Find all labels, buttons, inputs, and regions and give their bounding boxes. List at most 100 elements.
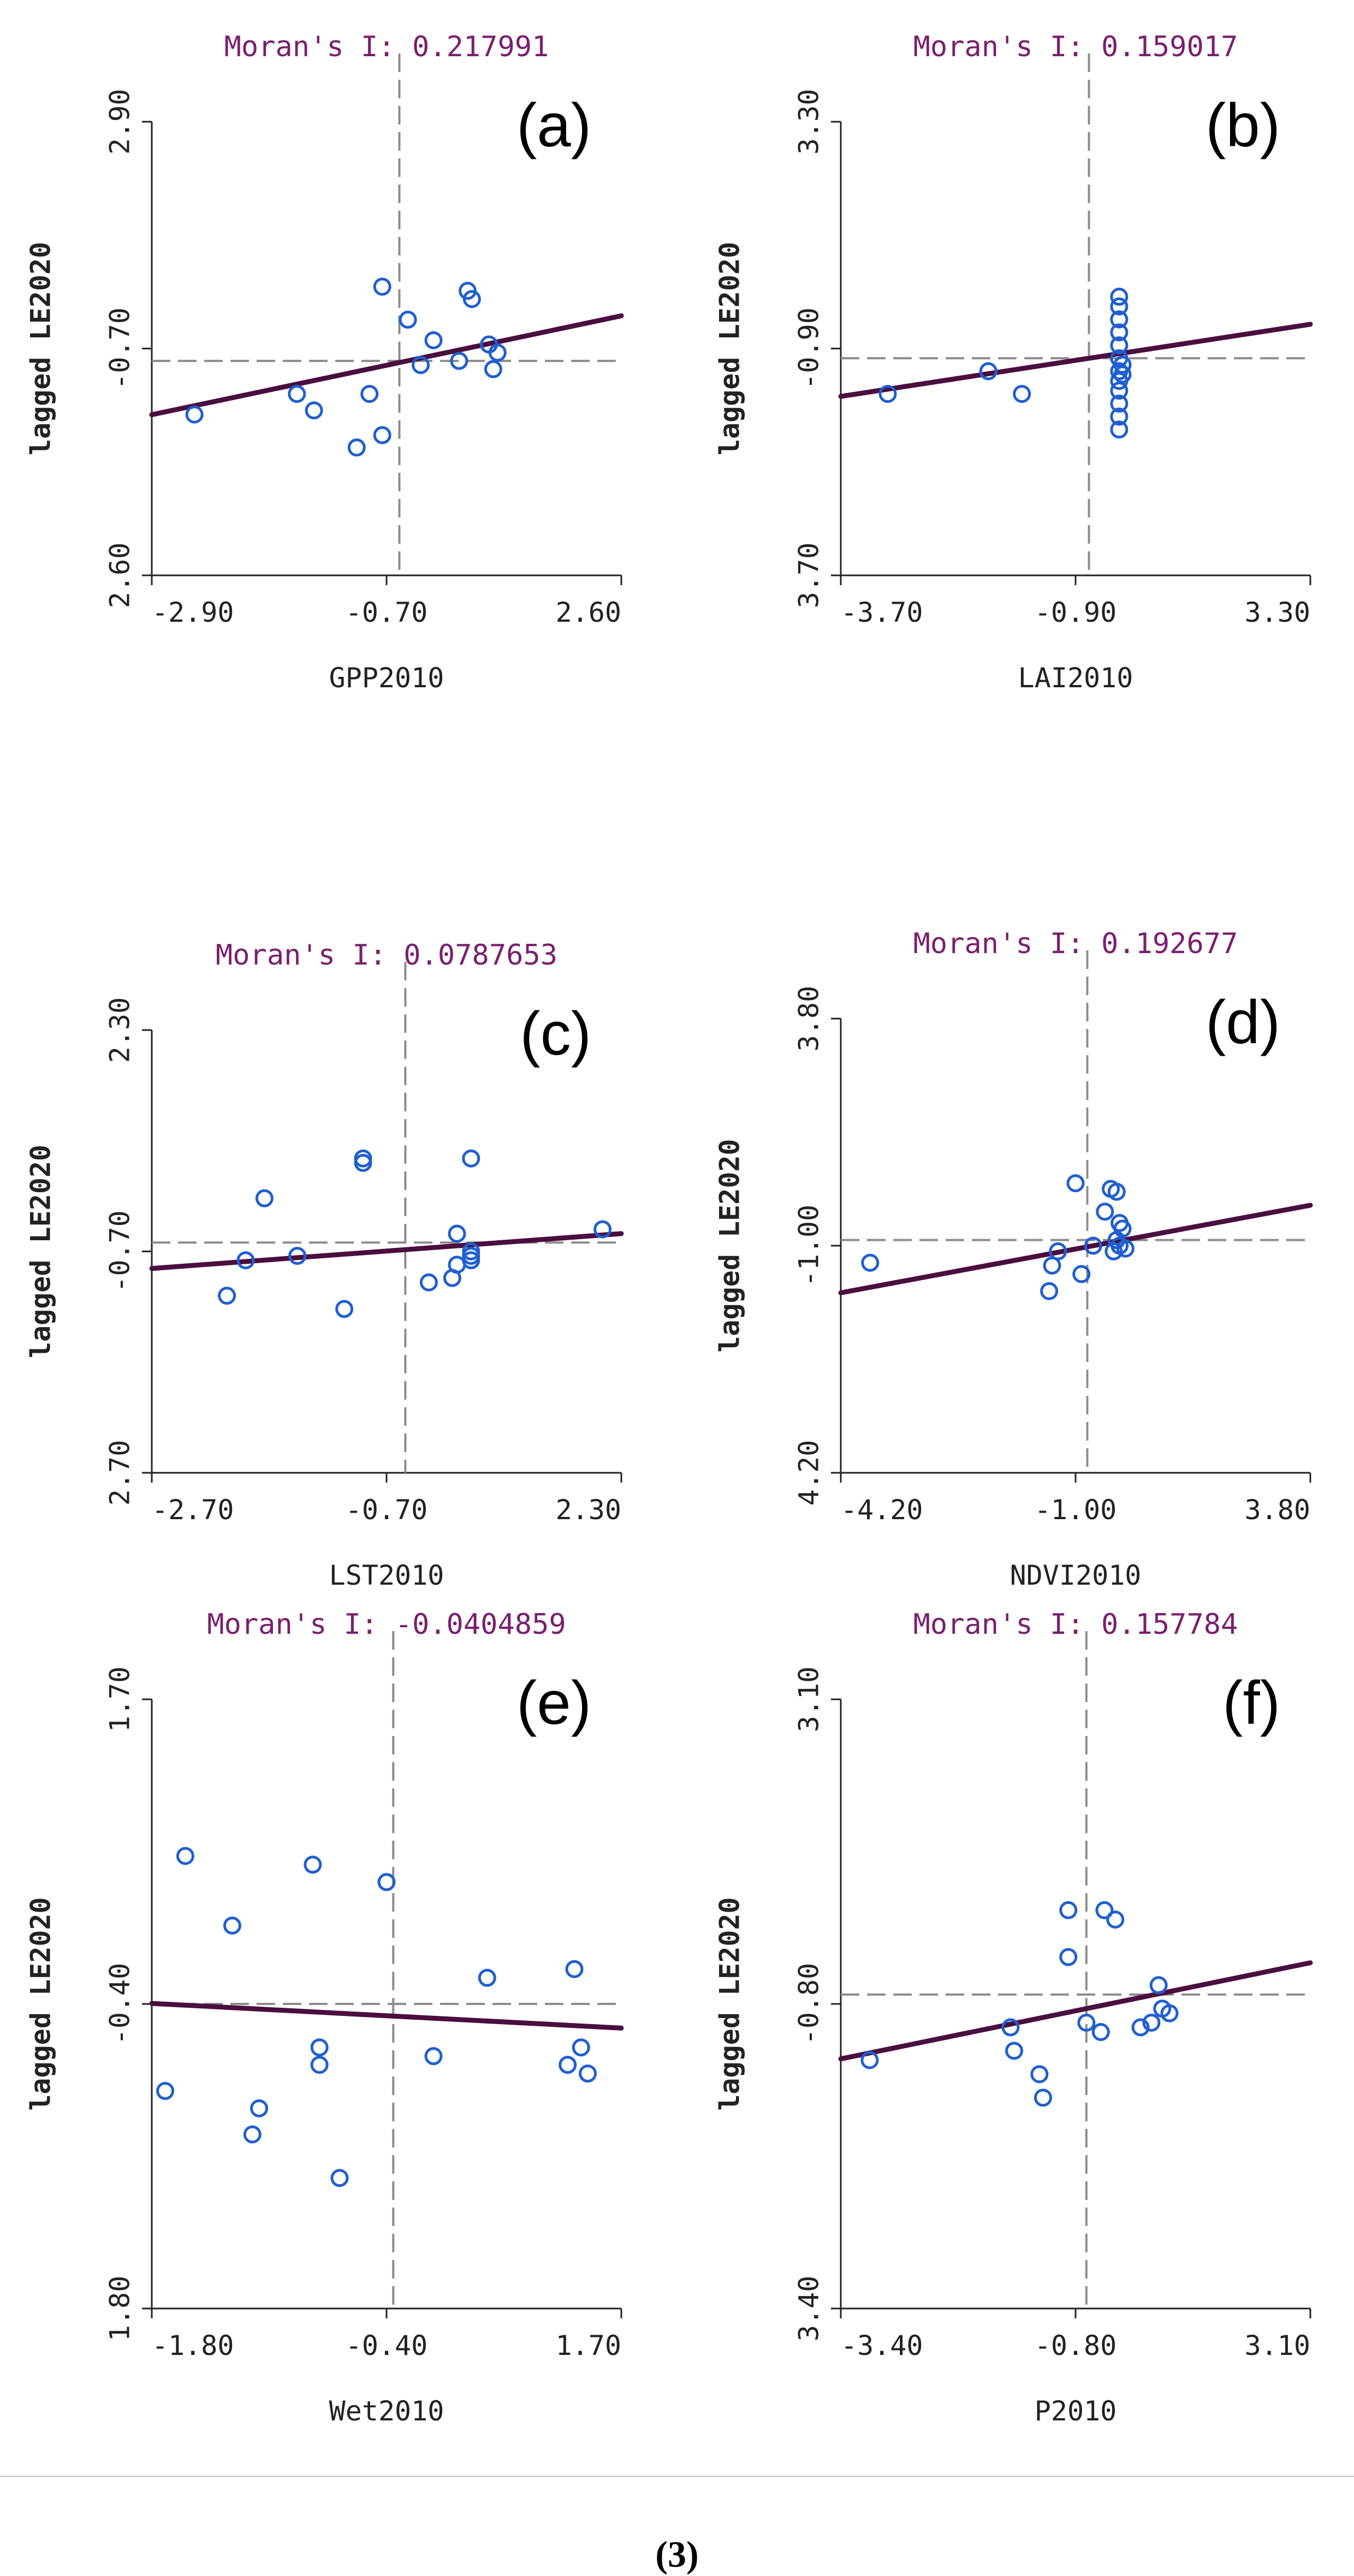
data-point [1040,1282,1059,1300]
x-tick-label: -2.70 [152,1494,234,1526]
y-tick-label: 3.70 [793,543,825,608]
y-tick-label: 4.20 [793,1440,825,1506]
x-axis-title: LAI2010 [1018,662,1133,694]
data-point [1059,1901,1078,1919]
regression-line [149,2001,624,2031]
data-point [1110,297,1129,316]
chart-panel-2: Moran's I: 0.159017 (b) 3.30 -0.90 3.70 -3.70… [714,31,1313,694]
regression-line [149,1231,624,1271]
data-point [1149,1976,1168,1995]
data-point [1030,2065,1049,2084]
data-point [1072,1265,1091,1283]
data-point [480,335,498,354]
data-point [579,2065,597,2083]
data-point [860,2051,879,2069]
chart-title: Moran's I: 0.0787653 [216,939,557,972]
data-point [1110,382,1129,400]
data-point [1110,420,1129,439]
data-point [360,385,379,403]
data-point [1116,1239,1135,1258]
data-point [1084,1236,1102,1255]
data-point [255,1189,274,1207]
data-point [861,1253,880,1272]
panel-label: (a) [516,91,591,159]
y-tick-label: -0.70 [104,307,136,390]
x-tick-label: -0.90 [1035,597,1117,628]
data-point [176,1847,194,1865]
data-point [1113,365,1132,384]
data-point [1106,1910,1125,1929]
data-point [1104,1242,1123,1260]
x-tick-label: -4.20 [841,1494,923,1526]
figure-caption: (3) [655,2533,699,2575]
y-tick-label: 2.30 [104,997,136,1063]
regression-line [838,1960,1313,2062]
data-point [223,1917,241,1935]
data-point [354,1149,372,1168]
data-point [236,1251,255,1270]
y-axis-title: lagged LE2020 [714,1897,746,2110]
data-point [1077,2013,1096,2032]
data-point [305,401,323,420]
y-axis-title: lagged LE2020 [714,242,746,455]
data-point [1110,288,1129,306]
data-point [462,1149,480,1168]
data-point [462,290,481,308]
panel-label: (e) [516,1669,591,1737]
data-point [1110,407,1129,426]
data-point [310,2038,329,2057]
y-tick-label: -0.90 [793,307,825,390]
x-axis-title: GPP2010 [329,662,444,694]
data-point [185,405,204,424]
data-point [484,360,502,378]
data-point [335,1300,354,1318]
y-axis-title: lagged LE2020 [25,1145,57,1358]
data-point [347,438,366,457]
data-point [1110,336,1129,355]
data-point [572,2038,590,2057]
x-tick-label: 3.10 [1245,2330,1310,2361]
data-point [1013,385,1031,403]
data-point [450,352,468,370]
data-point [1110,394,1129,413]
y-tick-label: 2.90 [104,89,136,154]
y-axis-title: lagged LE2020 [25,1897,57,2110]
y-tick-label: 1.80 [104,2276,136,2341]
x-axis-title: P2010 [1035,2395,1117,2427]
chart-title: Moran's I: 0.159017 [913,31,1238,63]
y-tick-label: -0.80 [793,1963,825,2045]
y-tick-label: 2.60 [104,543,136,608]
y-tick-label: 1.70 [104,1667,136,1732]
data-point [593,1220,612,1239]
data-point [448,1224,466,1243]
data-point [1160,2004,1179,2022]
data-point [250,2099,269,2117]
data-point [565,1960,584,1978]
x-tick-label: 2.30 [556,1494,621,1526]
data-point [1049,1242,1067,1260]
x-tick-label: -0.70 [346,1494,428,1526]
y-tick-label: 3.80 [793,986,825,1051]
x-tick-label: -2.90 [152,597,234,628]
x-tick-label: -0.80 [1035,2330,1117,2361]
data-point [1091,2023,1110,2042]
data-point [399,311,417,329]
y-tick-label: 2.70 [104,1440,136,1506]
data-point [878,385,897,403]
panel-label: (f) [1222,1669,1280,1737]
chart-panel-5: Moran's I: -0.0404859 (e) 1.70 -0.40 1.80 -1.… [25,1608,624,2427]
data-point [1107,1182,1126,1201]
data-point [310,2056,329,2074]
data-point [979,362,997,380]
panel-label: (d) [1205,988,1280,1056]
data-point [1113,1219,1132,1238]
data-point [478,1968,496,1987]
data-point [1096,1203,1114,1221]
panel-label: (c) [520,1000,591,1068]
data-point [288,1247,307,1265]
x-axis-title: LST2010 [329,1560,444,1591]
chart-panel-1: Moran's I: 0.217991 (a) 2.90 -0.70 2.60 -2.90… [25,31,624,694]
data-point [1095,1901,1114,1919]
panel-label: (b) [1205,91,1280,159]
